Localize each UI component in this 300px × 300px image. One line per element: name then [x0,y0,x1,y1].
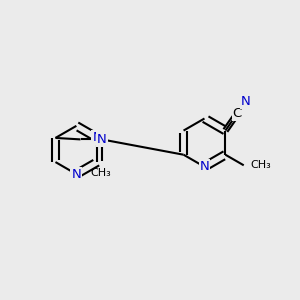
Text: N: N [200,160,209,173]
Text: N: N [241,94,251,108]
Text: N: N [97,133,106,146]
Text: CH₃: CH₃ [250,160,271,170]
Text: C: C [232,107,242,120]
Text: CH₃: CH₃ [91,168,112,178]
Text: N: N [71,168,81,181]
Text: N: N [92,131,102,144]
